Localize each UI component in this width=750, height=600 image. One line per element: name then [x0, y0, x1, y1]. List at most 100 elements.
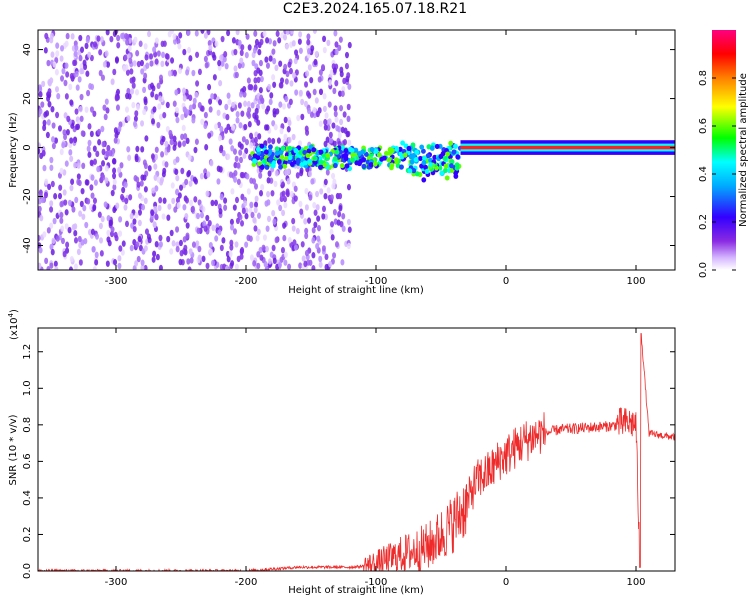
heatmap-cell — [192, 97, 197, 105]
heatmap-cell — [276, 159, 282, 165]
heatmap-cell — [120, 249, 125, 256]
heatmap-cell — [429, 145, 435, 151]
heatmap-cell — [190, 205, 195, 212]
heatmap-cell — [166, 214, 171, 221]
heatmap-cell — [289, 190, 294, 198]
heatmap-cell — [330, 234, 335, 241]
heatmap-cell — [38, 84, 42, 91]
heatmap-cell — [156, 82, 161, 90]
heatmap-cell — [323, 124, 328, 131]
heatmap-cell — [158, 241, 163, 248]
heatmap-cell — [255, 146, 261, 152]
heatmap-cell — [196, 212, 201, 220]
heatmap-cell — [244, 212, 249, 220]
heatmap-cell — [295, 227, 300, 235]
heatmap-cell — [165, 125, 170, 133]
heatmap-cell — [49, 77, 54, 84]
heatmap-cell — [49, 206, 54, 213]
heatmap-cell — [346, 218, 351, 226]
heatmap-cell — [42, 119, 47, 127]
heatmap-cell — [328, 79, 333, 86]
heatmap-cell — [243, 123, 248, 131]
heatmap-cell — [64, 223, 69, 230]
heatmap-cell — [44, 32, 49, 40]
heatmap-cell — [152, 221, 157, 228]
heatmap-cell — [181, 87, 186, 94]
heatmap-cell — [228, 171, 233, 178]
heatmap-cell — [297, 38, 302, 45]
heatmap-cell — [278, 204, 283, 212]
heatmap-cell — [136, 60, 141, 68]
heatmap-cell — [212, 74, 217, 81]
heatmap-cell — [304, 232, 309, 240]
heatmap-cell — [172, 144, 177, 151]
heatmap-cell — [335, 124, 340, 132]
heatmap-cell — [276, 137, 281, 144]
heatmap-cell — [240, 110, 245, 117]
heatmap-cell — [259, 75, 264, 83]
heatmap-cell — [324, 253, 329, 261]
heatmap-cell — [158, 264, 163, 270]
heatmap-cell — [265, 225, 270, 232]
heatmap-cell — [113, 231, 118, 239]
heatmap-cell — [100, 125, 105, 133]
heatmap-cell — [326, 39, 331, 47]
heatmap-cell — [172, 135, 177, 142]
heatmap-cell — [90, 174, 95, 181]
heatmap-cell — [134, 260, 139, 267]
x-tick-label: -100 — [365, 276, 388, 287]
heatmap-cell — [143, 72, 148, 80]
heatmap-cell — [124, 220, 129, 228]
heatmap-cell — [283, 259, 288, 266]
heatmap-cell — [195, 51, 200, 58]
heatmap-cell — [180, 113, 185, 121]
heatmap-cell — [268, 55, 273, 62]
heatmap-cell — [104, 177, 109, 184]
heatmap-cell — [231, 101, 236, 109]
heatmap-cell — [153, 174, 158, 181]
snr-y-multiplier-exp: 4 — [7, 312, 15, 317]
colorbar-tick-label: 0.8 — [698, 70, 709, 86]
heatmap-cell — [189, 257, 194, 264]
heatmap-cell — [252, 216, 257, 224]
heatmap-cell — [165, 101, 170, 109]
heatmap-cell — [288, 67, 293, 75]
heatmap-cell — [361, 157, 366, 163]
heatmap-cell — [78, 34, 83, 42]
heatmap-cell — [267, 170, 272, 177]
heatmap-cell — [274, 236, 279, 244]
heatmap-cell — [147, 30, 152, 38]
heatmap-cell — [175, 245, 180, 253]
heatmap-cell — [299, 167, 304, 174]
heatmap-cell — [311, 237, 316, 244]
heatmap-cell — [287, 119, 292, 127]
heatmap-cell — [135, 241, 140, 248]
heatmap-cell — [229, 244, 234, 251]
heatmap-cell — [175, 156, 180, 163]
heatmap-cell — [131, 101, 136, 109]
colorbar-ticks: 0.0 0.2 0.4 0.6 0.8 — [698, 70, 736, 278]
heatmap-cell — [73, 59, 78, 66]
heatmap-cell — [333, 105, 338, 112]
heatmap-cell — [90, 228, 95, 235]
heatmap-cell — [284, 43, 289, 50]
heatmap-cell — [203, 32, 208, 39]
x-tick-label: -200 — [235, 276, 258, 287]
x-tick-label: -100 — [365, 577, 388, 588]
heatmap-cell — [118, 230, 123, 237]
heatmap-cell — [342, 77, 347, 85]
heatmap-cell — [142, 174, 147, 181]
heatmap-cell — [220, 35, 225, 43]
heatmap-cell — [312, 88, 317, 96]
heatmap-cell — [258, 69, 263, 77]
heatmap-cell — [337, 132, 342, 139]
heatmap-cell — [393, 157, 399, 163]
heatmap-cell — [59, 217, 64, 224]
heatmap-cell — [272, 40, 277, 47]
heatmap-cell — [172, 33, 177, 40]
heatmap-cell — [105, 260, 110, 267]
heatmap-cell — [238, 156, 243, 164]
heatmap-cell — [62, 189, 67, 196]
heatmap-cell — [259, 164, 265, 170]
